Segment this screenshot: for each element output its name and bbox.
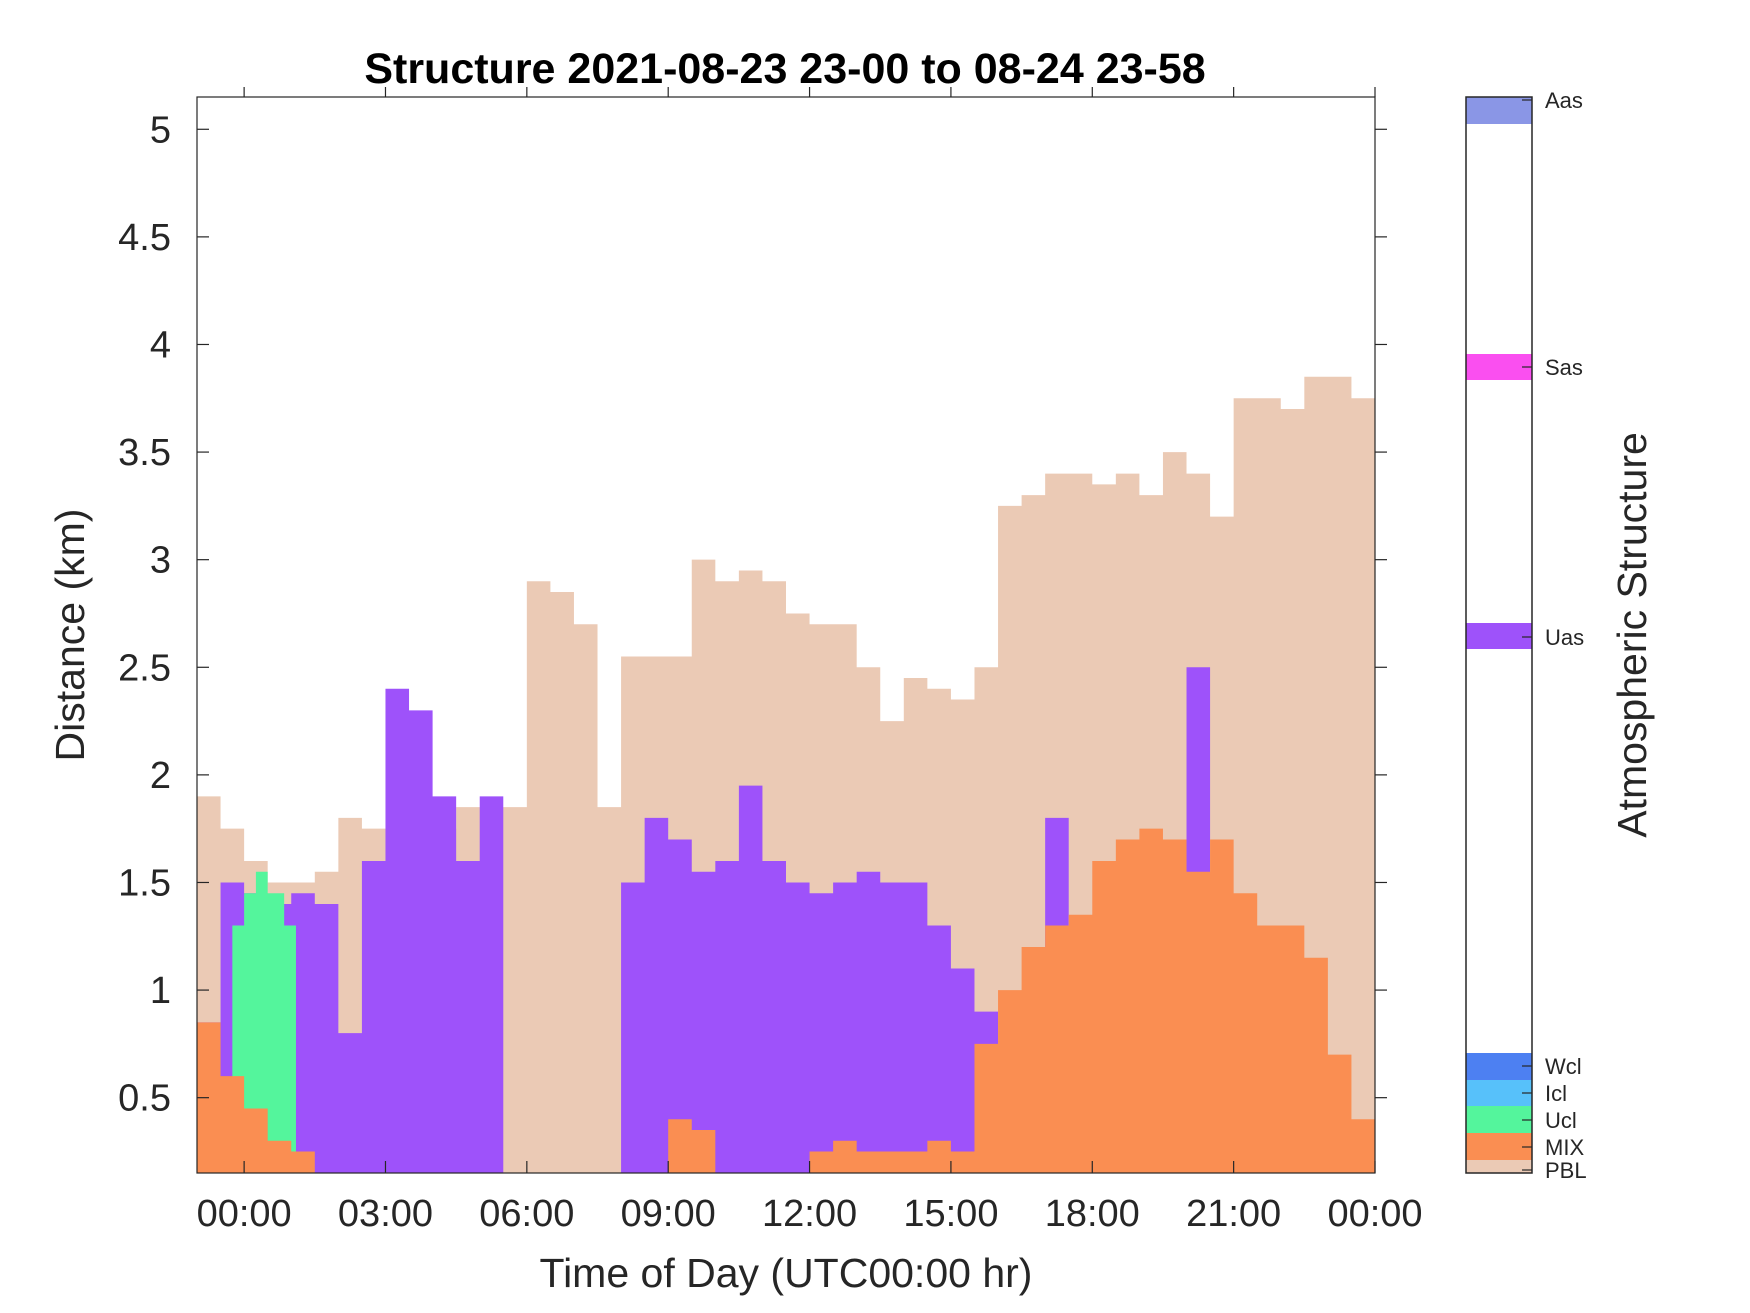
y-tick-label: 2.5: [118, 647, 171, 689]
x-tick-label: 00:00: [1327, 1193, 1422, 1235]
y-tick-label: 4.5: [118, 217, 171, 259]
colorbar-swatch-sas: [1466, 354, 1532, 380]
colorbar-swatch-wcl: [1466, 1053, 1532, 1080]
series-ucl-area: [232, 871, 296, 1173]
x-tick-label: 00:00: [197, 1193, 292, 1235]
y-tick-label: 0.5: [118, 1078, 171, 1120]
x-tick-label: 12:00: [762, 1193, 857, 1235]
colorbar-swatch-icl: [1466, 1080, 1532, 1106]
colorbar-swatch-aas: [1466, 97, 1532, 124]
colorbar-label-icl: Icl: [1545, 1081, 1567, 1106]
x-tick-label: 09:00: [621, 1193, 716, 1235]
y-axis-label: Distance (km): [47, 509, 93, 762]
colorbar-swatch-pbl: [1466, 1160, 1532, 1173]
series-layer: [197, 376, 1375, 1173]
y-tick-label: 5: [150, 109, 171, 151]
y-tick-label: 3: [150, 540, 171, 582]
x-tick-label: 21:00: [1186, 1193, 1281, 1235]
y-tick-label: 1.5: [118, 862, 171, 904]
colorbar-label-sas: Sas: [1545, 355, 1583, 380]
colorbar-label-uas: Uas: [1545, 625, 1584, 650]
plot-area: 00:00 03:00 06:00 09:00 12:00 15:00 18:00 21:00…: [118, 87, 1423, 1235]
x-tick-label: 06:00: [479, 1193, 574, 1235]
chart-title: Structure 2021-08-23 23-00 to 08-24 23-5…: [364, 45, 1205, 93]
y-tick-label: 4: [150, 324, 171, 366]
y-tick-label: 1: [150, 970, 171, 1012]
colorbar-label: Atmospheric Structure: [1609, 432, 1655, 838]
colorbar-label-mix: MIX: [1545, 1135, 1584, 1160]
x-tick-label: 18:00: [1045, 1193, 1140, 1235]
colorbar-label-pbl: PBL: [1545, 1158, 1587, 1183]
y-tick-label: 2: [150, 755, 171, 797]
tick-layer: 00:00 03:00 06:00 09:00 12:00 15:00 18:00 21:00…: [118, 87, 1423, 1235]
colorbar-label-ucl: Ucl: [1545, 1108, 1577, 1133]
x-axis-label: Time of Day (UTC00:00 hr): [540, 1250, 1033, 1296]
colorbar-label-aas: Aas: [1545, 88, 1583, 113]
x-tick-label: 15:00: [903, 1193, 998, 1235]
colorbar-label-wcl: Wcl: [1545, 1054, 1582, 1079]
colorbar-swatch-ucl: [1466, 1106, 1532, 1133]
plot-frame: [196, 96, 1376, 1174]
colorbar-swatch-uas: [1466, 623, 1532, 649]
colorbar-swatch-mix: [1466, 1133, 1532, 1160]
series-mix-area: [197, 828, 1375, 1173]
colorbar-frame: [1465, 96, 1533, 1174]
x-tick-label: 03:00: [338, 1193, 433, 1235]
y-tick-label: 3.5: [118, 432, 171, 474]
